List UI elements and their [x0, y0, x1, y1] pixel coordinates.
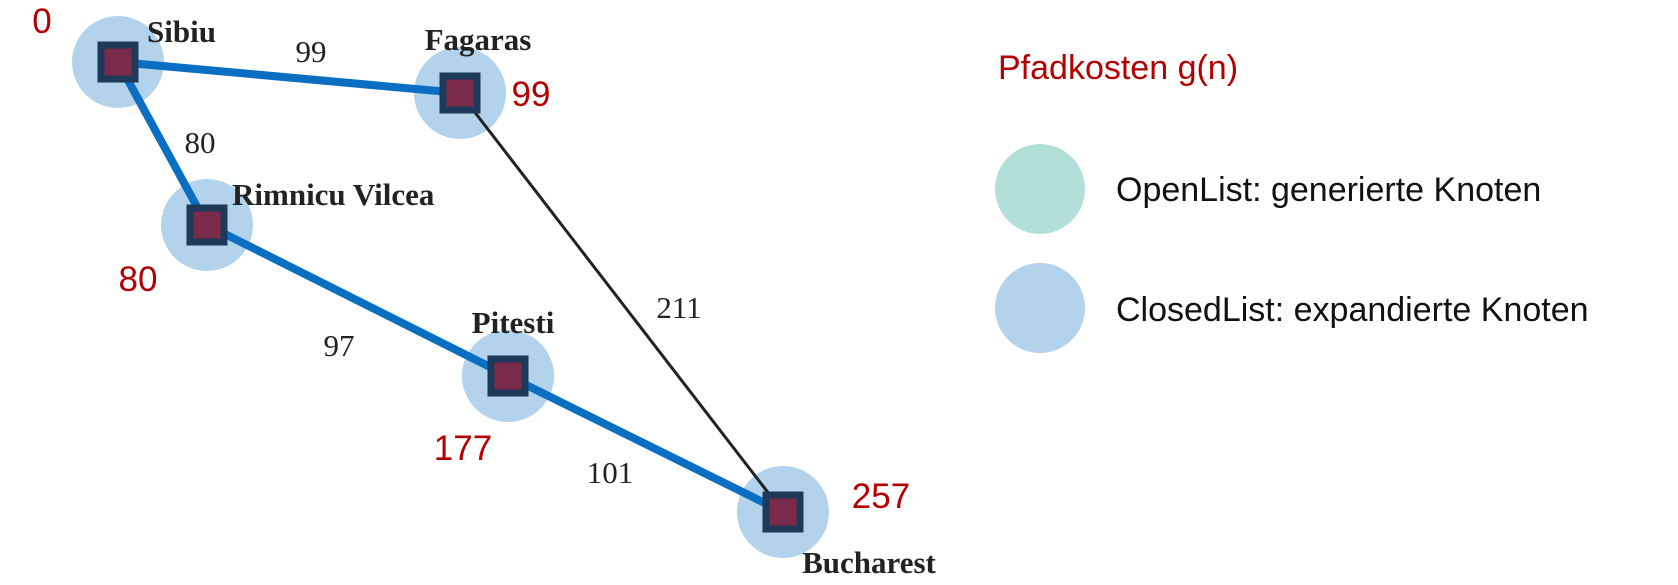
node-cost-sibiu: 0 [32, 2, 51, 41]
graph-nodes [97, 41, 804, 533]
node-cost-rimnicu: 80 [119, 260, 158, 299]
node-cost-bucharest: 257 [852, 477, 910, 516]
edge-sibiu-rimnicu [114, 58, 211, 229]
graph-edges [114, 58, 787, 516]
legend: Pfadkosten g(n) OpenList: generierte Kno… [995, 49, 1589, 353]
node-cost-pitesti: 177 [434, 429, 492, 468]
edge-weight-rimnicu-pitesti: 97 [324, 328, 355, 363]
legend-title: Pfadkosten g(n) [998, 49, 1238, 87]
edge-sibiu-fagaras [114, 58, 464, 97]
edge-pitesti-bucharest [504, 372, 787, 516]
node-name-sibiu: Sibiu [147, 14, 216, 49]
node-marker-pitesti [487, 355, 529, 397]
node-marker-bucharest [762, 491, 804, 533]
edge-weight-fagaras-bucharest: 211 [656, 290, 701, 325]
node-name-pitesti: Pitesti [472, 305, 555, 340]
legend-closed-label: ClosedList: expandierte Knoten [1116, 291, 1589, 329]
edge-fagaras-bucharest [458, 91, 785, 514]
edge-weight-sibiu-rimnicu: 80 [185, 125, 216, 160]
node-name-bucharest: Bucharest [802, 545, 936, 580]
node-marker-rimnicu [186, 204, 228, 246]
graph-labels: 99 80 97 101 211 Sibiu 0 Fagaras 99 Rimnicu Vilce… [32, 2, 936, 580]
legend-open-label: OpenList: generierte Knoten [1116, 171, 1541, 209]
legend-open-swatch [995, 144, 1085, 234]
node-marker-sibiu [97, 41, 139, 83]
node-cost-fagaras: 99 [512, 75, 551, 114]
edge-rimnicu-pitesti [203, 221, 512, 380]
edge-weight-sibiu-fagaras: 99 [296, 34, 327, 69]
node-marker-fagaras [439, 72, 481, 114]
node-name-rimnicu: Rimnicu Vilcea [232, 177, 435, 212]
node-name-fagaras: Fagaras [425, 22, 532, 57]
legend-closed-swatch [995, 263, 1085, 353]
edge-weight-pitesti-bucharest: 101 [587, 455, 634, 490]
